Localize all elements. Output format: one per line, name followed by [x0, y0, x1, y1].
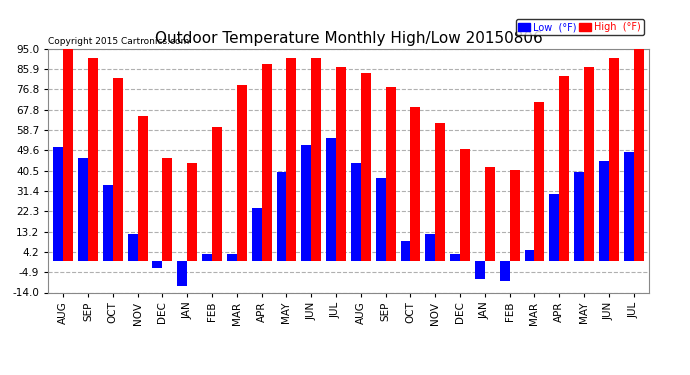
Bar [386, 87, 395, 261]
Bar [500, 261, 510, 281]
Bar [435, 123, 445, 261]
Bar [351, 163, 361, 261]
Text: Copyright 2015 Cartronics.com: Copyright 2015 Cartronics.com [48, 38, 190, 46]
Bar [137, 116, 148, 261]
Bar [103, 185, 112, 261]
Bar [177, 261, 187, 286]
Bar [252, 207, 262, 261]
Bar [78, 158, 88, 261]
Bar [53, 147, 63, 261]
Bar [112, 78, 123, 261]
Bar [202, 255, 212, 261]
Legend: Low  (°F), High  (°F): Low (°F), High (°F) [515, 20, 644, 35]
Bar [128, 234, 137, 261]
Bar [475, 261, 485, 279]
Bar [63, 49, 73, 261]
Bar [326, 138, 336, 261]
Bar [599, 160, 609, 261]
Bar [311, 58, 321, 261]
Bar [624, 152, 633, 261]
Bar [535, 102, 544, 261]
Bar [361, 74, 371, 261]
Bar [88, 58, 98, 261]
Bar [376, 178, 386, 261]
Bar [277, 172, 286, 261]
Bar [584, 67, 594, 261]
Bar [212, 127, 222, 261]
Bar [302, 145, 311, 261]
Bar [152, 261, 162, 268]
Bar [411, 107, 420, 261]
Bar [549, 194, 560, 261]
Bar [400, 241, 411, 261]
Bar [162, 158, 172, 261]
Bar [560, 76, 569, 261]
Bar [336, 67, 346, 261]
Bar [574, 172, 584, 261]
Bar [609, 58, 619, 261]
Bar [237, 84, 247, 261]
Bar [425, 234, 435, 261]
Bar [187, 163, 197, 261]
Bar [460, 149, 470, 261]
Title: Outdoor Temperature Monthly High/Low 20150806: Outdoor Temperature Monthly High/Low 201… [155, 31, 542, 46]
Bar [510, 170, 520, 261]
Bar [262, 64, 272, 261]
Bar [524, 250, 535, 261]
Bar [286, 58, 297, 261]
Bar [633, 49, 644, 261]
Bar [450, 255, 460, 261]
Bar [485, 167, 495, 261]
Bar [227, 255, 237, 261]
